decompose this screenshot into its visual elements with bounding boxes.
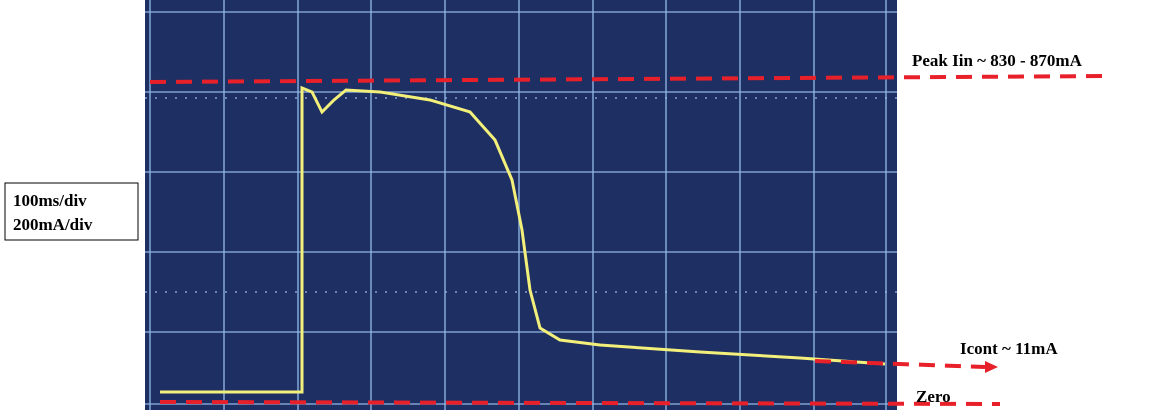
icont-label: Icont ~ 11mA xyxy=(960,339,1058,358)
page: Peak Iin ~ 830 - 870mA 100ms/div 200mA/d… xyxy=(0,0,1154,410)
current-scale: 200mA/div xyxy=(13,215,93,234)
zero-label: Zero xyxy=(916,387,951,406)
icont-arrow xyxy=(985,361,998,373)
figure: Peak Iin ~ 830 - 870mA 100ms/div 200mA/d… xyxy=(0,0,1154,410)
peak-label: Peak Iin ~ 830 - 870mA xyxy=(912,51,1083,70)
time-scale: 100ms/div xyxy=(13,191,87,210)
scope-screen xyxy=(145,0,897,410)
